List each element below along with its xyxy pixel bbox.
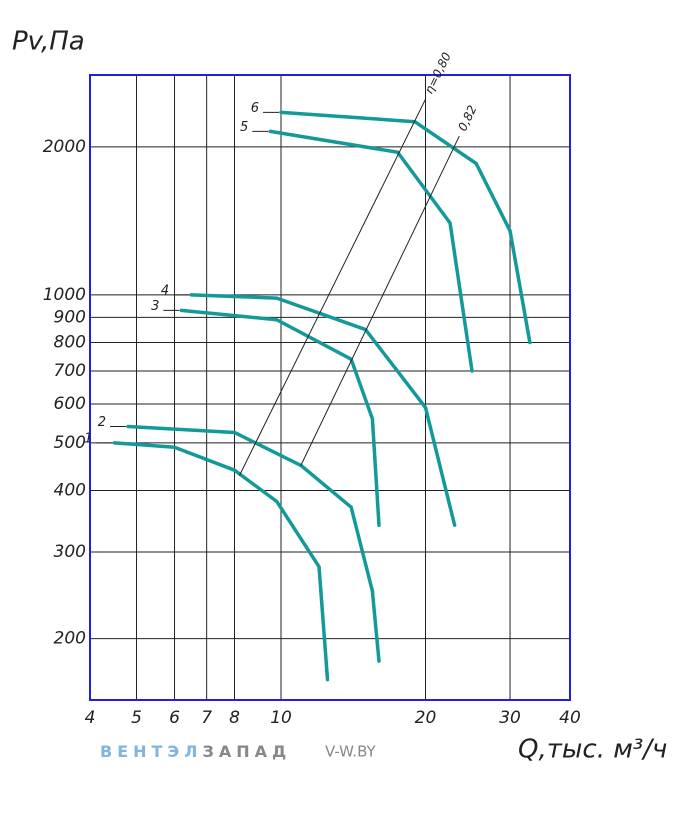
y-tick-label: 200 xyxy=(54,629,86,649)
curve xyxy=(300,135,460,466)
x-tick-label: 40 xyxy=(559,708,581,728)
x-tick-label: 5 xyxy=(131,708,142,728)
brand: ВЕНТЭЛЗАПАД xyxy=(100,742,291,761)
curve xyxy=(179,308,381,528)
curve-label: 6 xyxy=(251,101,259,116)
curve xyxy=(189,293,457,528)
brand-part: ВЕНТЭЛ xyxy=(100,742,202,761)
curve xyxy=(268,129,474,373)
curve xyxy=(126,424,381,663)
x-axis-title: Q,тыс. м³/ч xyxy=(518,735,667,765)
y-tick-label: 300 xyxy=(54,542,86,562)
y-tick-label: 500 xyxy=(54,433,86,453)
y-tick-label: 400 xyxy=(54,481,86,501)
y-tick-label: 700 xyxy=(54,361,86,381)
site: V-W.BY xyxy=(325,743,377,761)
x-tick-label: 30 xyxy=(499,708,521,728)
y-tick-label: 1000 xyxy=(43,285,86,305)
curve-label: 5 xyxy=(240,120,248,135)
curve xyxy=(279,110,532,345)
efficiency-label: 0,82 xyxy=(455,103,479,133)
curve-label: 4 xyxy=(161,283,169,298)
plot-frame xyxy=(89,74,571,701)
y-tick-label: 800 xyxy=(54,333,86,353)
efficiency-label: η=0,80 xyxy=(422,50,454,96)
y-tick-label: 600 xyxy=(54,394,86,414)
x-tick-label: 7 xyxy=(201,708,212,728)
curve-label: 1 xyxy=(84,431,92,446)
y-tick-label: 900 xyxy=(54,307,86,327)
x-tick-label: 20 xyxy=(415,708,437,728)
y-tick-label: 2000 xyxy=(43,137,86,157)
x-tick-label: 6 xyxy=(169,708,180,728)
x-tick-label: 4 xyxy=(85,708,96,728)
brand-part: ЗАПАД xyxy=(202,742,291,761)
y-axis-title: Pv,Па xyxy=(12,27,85,57)
curve-label: 2 xyxy=(98,415,106,430)
curve xyxy=(112,441,330,682)
x-tick-label: 10 xyxy=(270,708,292,728)
curve xyxy=(239,98,427,476)
curve-label: 3 xyxy=(151,299,159,314)
x-tick-label: 8 xyxy=(229,708,240,728)
